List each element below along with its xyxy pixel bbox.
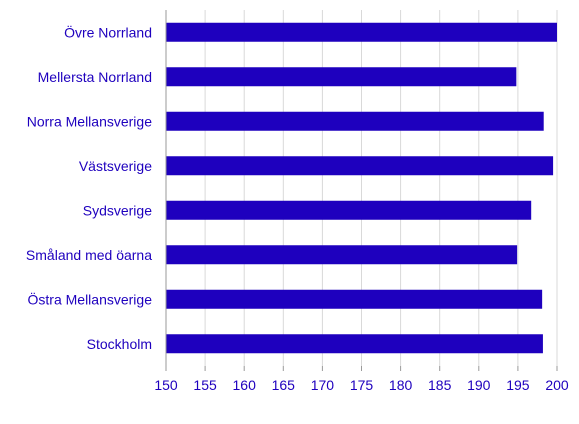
x-tick-label: 170 [311,377,335,393]
category-label: Småland med öarna [26,247,152,263]
bar [166,200,532,220]
x-tick-label: 180 [389,377,413,393]
x-tick-label: 175 [350,377,374,393]
x-tick-label: 185 [428,377,452,393]
x-tick-label: 200 [545,377,569,393]
category-label: Sydsverige [83,202,152,218]
bar [166,156,554,176]
category-labels: Övre Norrland Mellersta Norrland Norra Mel… [26,23,152,352]
category-label: Mellersta Norrland [38,69,152,85]
category-label: Övre Norrland [64,23,152,40]
grid-lines [165,10,558,366]
bar [166,111,544,131]
category-label: Stockholm [87,336,152,352]
category-label: Östra Mellansverige [28,290,153,307]
bar [166,245,518,265]
bars [166,22,557,354]
x-tick-label: 155 [193,377,217,393]
bar [166,334,543,354]
x-tick-label: 190 [467,377,491,393]
x-tick-label: 150 [154,377,178,393]
x-tick-label: 160 [233,377,257,393]
bar [166,22,557,42]
category-label: Västsverige [79,158,152,174]
category-label: Norra Mellansverige [27,113,152,129]
x-tick-label: 165 [272,377,296,393]
x-tick-label: 195 [506,377,530,393]
x-axis: 150 155 160 165 170 175 180 185 190 195 200 [154,10,569,393]
bar [166,289,543,309]
bar [166,67,517,87]
